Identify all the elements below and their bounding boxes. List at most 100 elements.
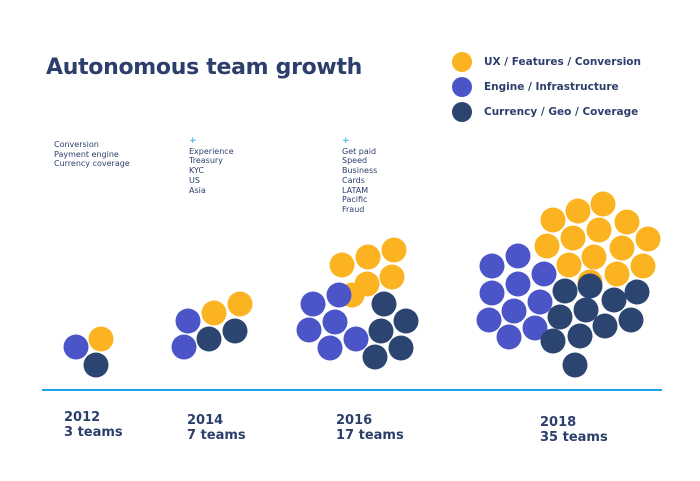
team-count: 35 teams bbox=[540, 430, 608, 445]
domains-2012: Conversion Payment engine Currency cover… bbox=[54, 140, 130, 169]
team-dot-ux-2018 bbox=[581, 244, 607, 270]
team-dot-engine-2018 bbox=[505, 271, 531, 297]
domain-item: Fraud bbox=[342, 204, 365, 214]
team-dot-ux-2018 bbox=[630, 253, 656, 279]
team-dot-ux-2012 bbox=[88, 326, 114, 352]
team-dot-currency-2016 bbox=[393, 308, 419, 334]
team-count: 17 teams bbox=[336, 428, 404, 443]
team-dot-currency-2018 bbox=[540, 328, 566, 354]
team-dot-engine-2016 bbox=[322, 309, 348, 335]
team-dot-currency-2018 bbox=[592, 313, 618, 339]
year-label-2014: 2014 7 teams bbox=[187, 413, 246, 443]
domains-2016: + Get paid Speed Business Cards LATAM Pa… bbox=[342, 136, 378, 215]
team-dot-engine-2018 bbox=[531, 261, 557, 287]
domain-item: Cards bbox=[342, 175, 365, 185]
domain-item: Speed bbox=[342, 156, 368, 166]
team-dot-engine-2018 bbox=[527, 289, 553, 315]
legend-label-engine: Engine / Infrastructure bbox=[484, 81, 619, 93]
team-dot-engine-2018 bbox=[505, 243, 531, 269]
team-dot-currency-2014 bbox=[222, 318, 248, 344]
team-count: 7 teams bbox=[187, 428, 246, 443]
team-dot-currency-2018 bbox=[552, 278, 578, 304]
team-dot-engine-2016 bbox=[317, 335, 343, 361]
legend-swatch-currency bbox=[452, 102, 472, 122]
legend-item-currency: Currency / Geo / Coverage bbox=[452, 100, 641, 124]
domain-item: Payment engine bbox=[54, 149, 119, 159]
year-text: 2016 bbox=[336, 413, 373, 428]
year-label-2012: 2012 3 teams bbox=[64, 410, 123, 440]
team-dot-currency-2018 bbox=[567, 323, 593, 349]
domains-2014: + Experience Treasury KYC US Asia bbox=[189, 136, 234, 195]
year-label-2016: 2016 17 teams bbox=[336, 413, 404, 443]
team-dot-currency-2016 bbox=[368, 318, 394, 344]
legend: UX / Features / Conversion Engine / Infr… bbox=[452, 50, 641, 125]
domain-item: Currency coverage bbox=[54, 159, 130, 169]
domain-item: KYC bbox=[189, 166, 204, 176]
team-dot-engine-2016 bbox=[296, 317, 322, 343]
team-dot-engine-2014 bbox=[171, 334, 197, 360]
team-dot-engine-2016 bbox=[300, 291, 326, 317]
team-dot-currency-2018 bbox=[573, 297, 599, 323]
team-dot-engine-2012 bbox=[63, 334, 89, 360]
year-text: 2018 bbox=[540, 415, 577, 430]
plus-icon: + bbox=[342, 136, 350, 146]
team-dot-engine-2014 bbox=[175, 308, 201, 334]
team-dot-ux-2016 bbox=[355, 244, 381, 270]
team-dot-currency-2018 bbox=[624, 279, 650, 305]
team-dot-ux-2018 bbox=[614, 209, 640, 235]
team-dot-ux-2018 bbox=[586, 217, 612, 243]
team-dot-engine-2018 bbox=[476, 307, 502, 333]
team-dot-ux-2018 bbox=[609, 235, 635, 261]
team-dot-engine-2018 bbox=[501, 298, 527, 324]
team-dot-engine-2016 bbox=[326, 282, 352, 308]
domain-item: Conversion bbox=[54, 140, 99, 149]
team-dot-currency-2018 bbox=[601, 287, 627, 313]
legend-swatch-engine bbox=[452, 77, 472, 97]
team-dot-ux-2016 bbox=[379, 264, 405, 290]
team-dot-ux-2018 bbox=[565, 198, 591, 224]
team-dot-ux-2018 bbox=[540, 207, 566, 233]
team-dot-ux-2014 bbox=[201, 300, 227, 326]
legend-swatch-ux bbox=[452, 52, 472, 72]
team-dot-currency-2014 bbox=[196, 326, 222, 352]
team-dot-currency-2016 bbox=[362, 344, 388, 370]
team-dot-ux-2018 bbox=[556, 252, 582, 278]
team-dots bbox=[63, 191, 661, 378]
team-dot-engine-2016 bbox=[343, 326, 369, 352]
legend-label-ux: UX / Features / Conversion bbox=[484, 56, 641, 68]
team-dot-currency-2018 bbox=[577, 273, 603, 299]
year-text: 2014 bbox=[187, 413, 224, 428]
team-dot-currency-2012 bbox=[83, 352, 109, 378]
team-dot-ux-2016 bbox=[329, 252, 355, 278]
chart-title: Autonomous team growth bbox=[46, 55, 363, 80]
domain-item: Treasury bbox=[189, 156, 223, 166]
legend-item-ux: UX / Features / Conversion bbox=[452, 50, 641, 74]
domain-item: Experience bbox=[189, 146, 234, 156]
team-dot-engine-2018 bbox=[522, 315, 548, 341]
domain-item: Asia bbox=[189, 185, 206, 195]
domain-item: Business bbox=[342, 166, 378, 176]
team-dot-ux-2018 bbox=[604, 261, 630, 287]
team-dot-currency-2016 bbox=[371, 291, 397, 317]
domain-item: Get paid bbox=[342, 146, 377, 156]
legend-label-currency: Currency / Geo / Coverage bbox=[484, 106, 639, 118]
team-dot-currency-2018 bbox=[547, 304, 573, 330]
year-label-2018: 2018 35 teams bbox=[540, 415, 608, 445]
domain-item: US bbox=[189, 175, 200, 185]
team-dot-engine-2018 bbox=[479, 253, 505, 279]
team-dot-ux-2018 bbox=[590, 191, 616, 217]
plus-icon: + bbox=[189, 136, 197, 146]
team-dot-engine-2018 bbox=[479, 280, 505, 306]
team-count: 3 teams bbox=[64, 425, 123, 440]
team-dot-ux-2018 bbox=[560, 225, 586, 251]
domain-item: LATAM bbox=[342, 185, 369, 195]
team-dot-ux-2016 bbox=[381, 237, 407, 263]
team-dot-engine-2018 bbox=[496, 324, 522, 350]
domain-item: Pacific bbox=[342, 195, 368, 205]
team-dot-ux-2014 bbox=[227, 291, 253, 317]
team-dot-currency-2018 bbox=[562, 352, 588, 378]
legend-item-engine: Engine / Infrastructure bbox=[452, 75, 641, 99]
team-dot-ux-2018 bbox=[534, 233, 560, 259]
team-dot-ux-2018 bbox=[635, 226, 661, 252]
